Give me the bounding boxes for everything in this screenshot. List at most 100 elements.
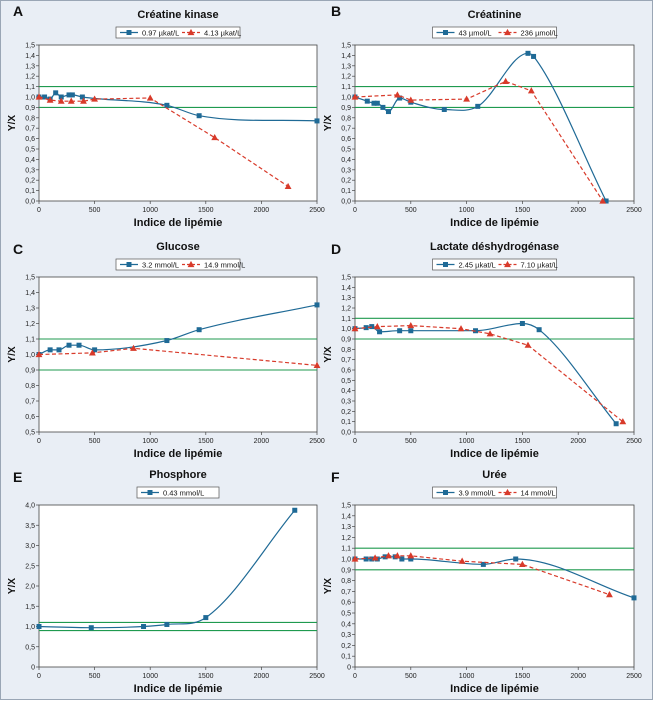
- data-point-triangle: [519, 560, 526, 567]
- data-point-triangle: [130, 344, 137, 351]
- y-tick-label: 0,2: [341, 409, 351, 416]
- y-tick-label: 0,5: [25, 147, 35, 154]
- x-tick-label: 1000: [142, 207, 158, 214]
- data-point-square: [196, 113, 202, 119]
- y-axis-label: Y/X: [323, 346, 334, 362]
- y-tick-label: 0,9: [341, 567, 351, 574]
- y-axis-label: Y/X: [7, 115, 18, 131]
- x-tick-label: 1500: [515, 673, 531, 680]
- data-point-square: [408, 328, 414, 334]
- data-point-square: [531, 53, 537, 59]
- data-point-square: [164, 621, 170, 627]
- x-tick-label: 0: [353, 438, 357, 445]
- y-tick-label: 0,5: [341, 378, 351, 385]
- x-tick-label: 0: [353, 207, 357, 214]
- legend-box: [432, 486, 557, 499]
- legend-label: 43 µmol/L: [459, 29, 492, 38]
- x-tick-label: 2000: [570, 207, 586, 214]
- data-point-triangle: [407, 96, 415, 103]
- x-tick-label: 2000: [254, 438, 270, 445]
- data-point-square: [399, 556, 405, 562]
- x-tick-label: 2500: [309, 207, 325, 214]
- y-tick-label: 0,6: [25, 136, 35, 143]
- data-point-triangle: [407, 321, 415, 329]
- x-tick-label: 2000: [570, 673, 586, 680]
- chart-title: Urée: [482, 469, 506, 481]
- panel-letter: F: [331, 469, 340, 485]
- data-point-triangle: [486, 330, 494, 337]
- legend-box: [432, 258, 557, 271]
- x-tick-label: 500: [89, 207, 101, 214]
- data-point-square: [603, 198, 609, 204]
- panel-b: B Créatinine 43 µmol/L 236 µmol/L 0,0 0,1 0,2 0…: [323, 3, 642, 229]
- data-point-triangle: [502, 77, 510, 84]
- data-point-square: [58, 94, 64, 100]
- x-axis-label: Indice de lipémie: [134, 448, 223, 460]
- y-tick-label: 1,4: [25, 290, 35, 297]
- legend-square-marker: [126, 30, 132, 35]
- legend-label: 4.13 µkat/L: [204, 29, 241, 38]
- legend-triangle-marker: [504, 260, 511, 268]
- y-tick-label: 1,0: [25, 624, 35, 631]
- data-point-square: [371, 100, 377, 106]
- legend: 0.43 mmol/L: [136, 486, 220, 499]
- x-axis-label: Indice de lipémie: [134, 217, 223, 229]
- legend: 43 µmol/L 236 µmol/L: [432, 26, 558, 39]
- y-tick-label: 0,3: [341, 167, 351, 174]
- x-tick-label: 2500: [309, 438, 325, 445]
- data-point-square: [513, 556, 519, 562]
- x-tick-label: 1000: [459, 438, 475, 445]
- y-tick-label: 0,2: [341, 178, 351, 185]
- y-tick-label: 0,6: [341, 136, 351, 143]
- panel-letter: A: [13, 3, 23, 19]
- panel-c: C Glucose 3.2 mmol/L 14.9 mmol/L 0,5 0,6 0,7 0,…: [7, 241, 325, 460]
- x-tick-label: 2500: [626, 438, 642, 445]
- y-tick-label: 0,7: [25, 126, 35, 133]
- data-point-triangle: [619, 418, 627, 425]
- y-tick-label: 1,5: [341, 275, 351, 282]
- y-tick-label: 1,1: [25, 337, 35, 344]
- data-point-square: [480, 561, 486, 567]
- panel-letter: E: [13, 469, 22, 485]
- y-tick-label: 0,5: [25, 430, 35, 437]
- data-point-triangle: [91, 95, 98, 102]
- y-tick-label: 1,3: [341, 63, 351, 70]
- legend-label: 3.9 mmol/L: [459, 489, 496, 498]
- legend-square-marker: [147, 490, 153, 495]
- y-tick-label: 0,1: [341, 654, 351, 661]
- y-tick-label: 1,0: [25, 95, 35, 102]
- y-tick-label: 0,5: [341, 611, 351, 618]
- x-tick-label: 0: [353, 673, 357, 680]
- y-tick-label: 1,2: [341, 74, 351, 81]
- legend-label: 2.45 µkat/L: [459, 261, 496, 270]
- data-point-triangle: [351, 325, 359, 332]
- series-line: [38, 347, 318, 366]
- panel-e: E Phosphore 0.43 mmol/L 0 0,5 1,0 1,5 2,0 2,5 3,0…: [7, 469, 325, 695]
- y-axis-label: Y/X: [7, 346, 18, 362]
- x-tick-label: 500: [405, 438, 417, 445]
- data-point-square: [382, 554, 388, 560]
- plot-area: [354, 504, 635, 668]
- y-tick-label: 1,0: [341, 326, 351, 333]
- data-point-triangle: [146, 94, 154, 101]
- x-tick-label: 1500: [198, 438, 214, 445]
- data-point-square: [203, 615, 209, 621]
- y-tick-label: 1,4: [341, 285, 351, 292]
- data-point-square: [364, 98, 370, 104]
- data-point-triangle: [80, 97, 87, 104]
- y-tick-label: 1,2: [25, 321, 35, 328]
- data-point-square: [79, 94, 85, 100]
- y-tick-label: 1,4: [341, 53, 351, 60]
- data-point-square: [42, 94, 48, 100]
- panel-d: D Lactate déshydrogénase 2.45 µkat/L 7.10 µ…: [323, 241, 642, 460]
- legend-box: [115, 258, 241, 271]
- data-point-triangle: [67, 97, 75, 104]
- x-tick-label: 1500: [198, 207, 214, 214]
- data-point-square: [164, 338, 170, 344]
- data-point-triangle: [35, 350, 43, 358]
- legend-label: 3.2 mmol/L: [142, 261, 179, 270]
- plot-area: [354, 44, 635, 202]
- y-tick-label: 2,0: [25, 584, 35, 591]
- data-point-square: [631, 595, 637, 601]
- x-tick-label: 2000: [254, 673, 270, 680]
